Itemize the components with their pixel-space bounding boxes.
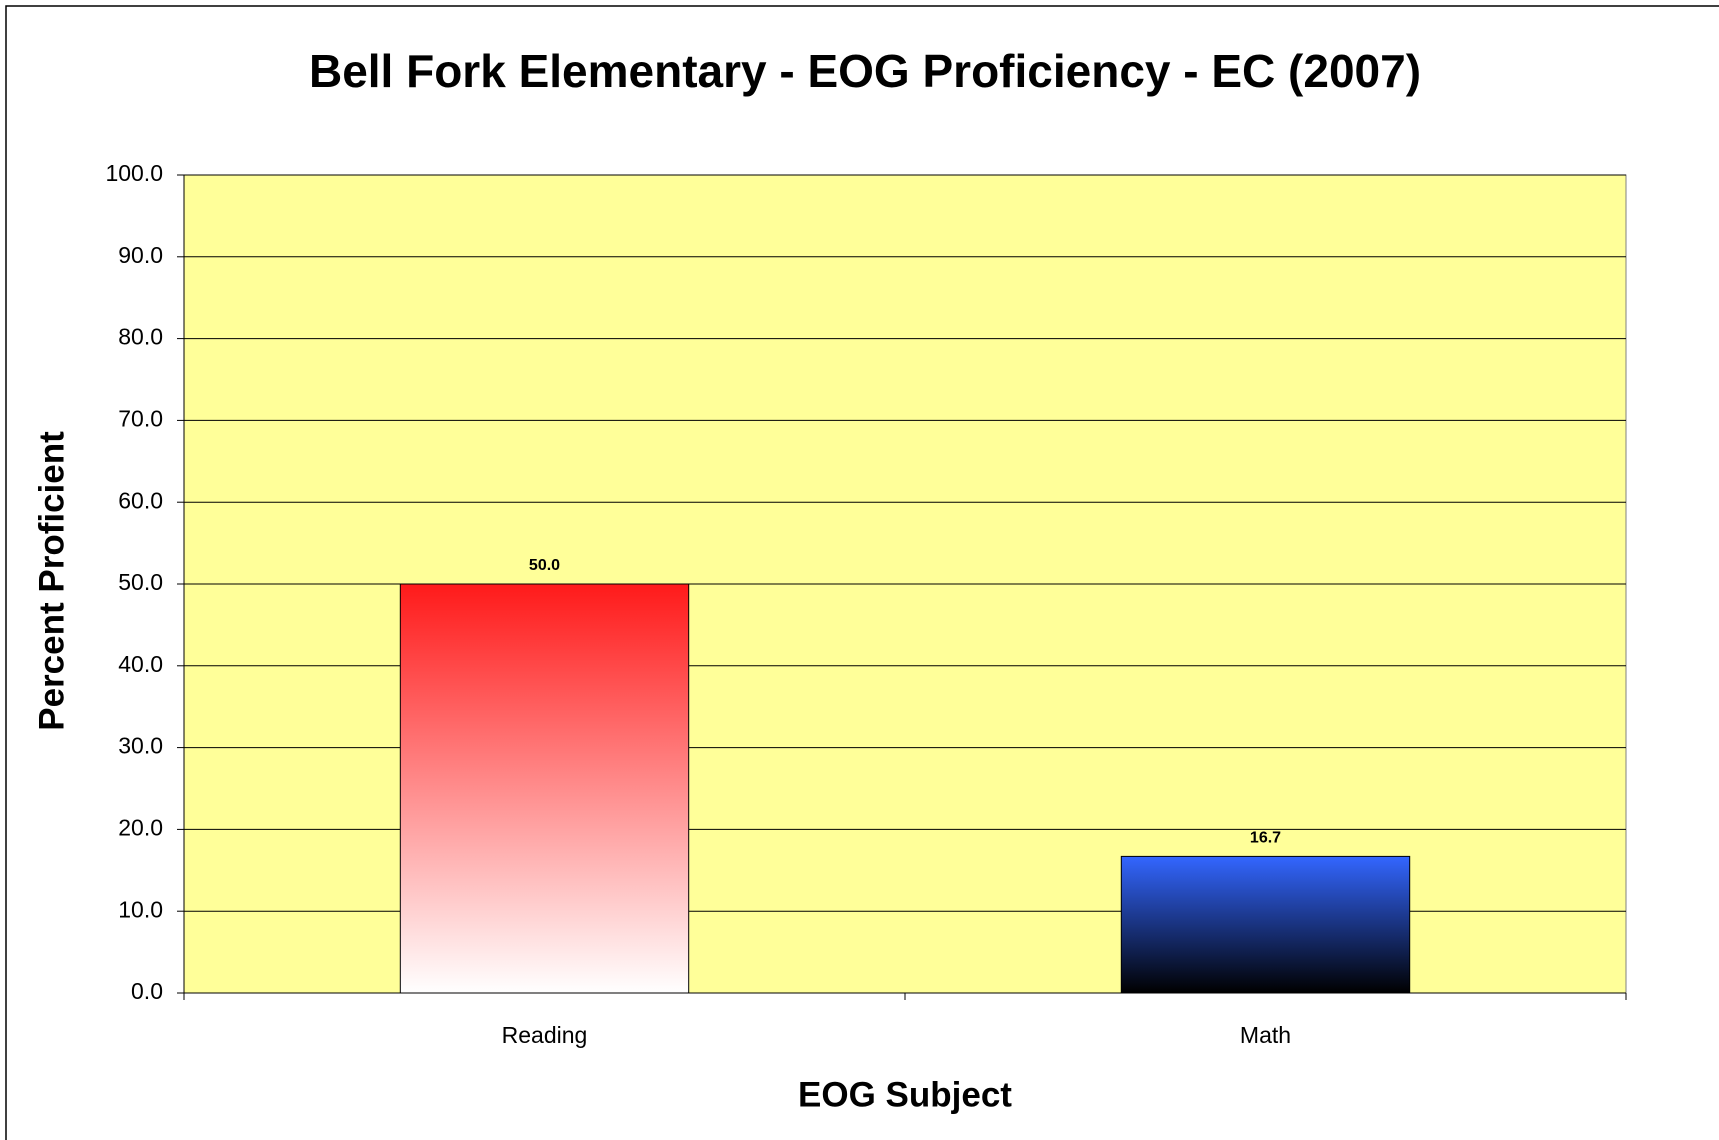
y-tick-label: 10.0 bbox=[118, 896, 163, 922]
y-tick-label: 80.0 bbox=[118, 324, 163, 350]
x-axis-title: EOG Subject bbox=[798, 1075, 1012, 1114]
y-tick-label: 70.0 bbox=[118, 405, 163, 431]
y-tick-label: 0.0 bbox=[131, 978, 163, 1004]
bar bbox=[399, 583, 690, 994]
y-tick-label: 30.0 bbox=[118, 733, 163, 759]
y-tick-label: 40.0 bbox=[118, 651, 163, 677]
y-tick-label: 100.0 bbox=[105, 160, 163, 186]
value-label: 50.0 bbox=[529, 557, 560, 574]
y-tick-label: 90.0 bbox=[118, 242, 163, 268]
y-tick-label: 50.0 bbox=[118, 569, 163, 595]
chart-frame bbox=[5, 5, 1719, 1140]
y-tick-label: 60.0 bbox=[118, 487, 163, 513]
chart-title: Bell Fork Elementary - EOG Proficiency -… bbox=[309, 45, 1421, 97]
bar bbox=[1120, 855, 1411, 994]
x-tick-label: Math bbox=[1240, 1022, 1291, 1048]
x-tick-label: Reading bbox=[502, 1022, 588, 1048]
value-label: 16.7 bbox=[1250, 830, 1281, 847]
y-tick-label: 20.0 bbox=[118, 814, 163, 840]
y-axis-title: Percent Proficient bbox=[32, 431, 71, 731]
